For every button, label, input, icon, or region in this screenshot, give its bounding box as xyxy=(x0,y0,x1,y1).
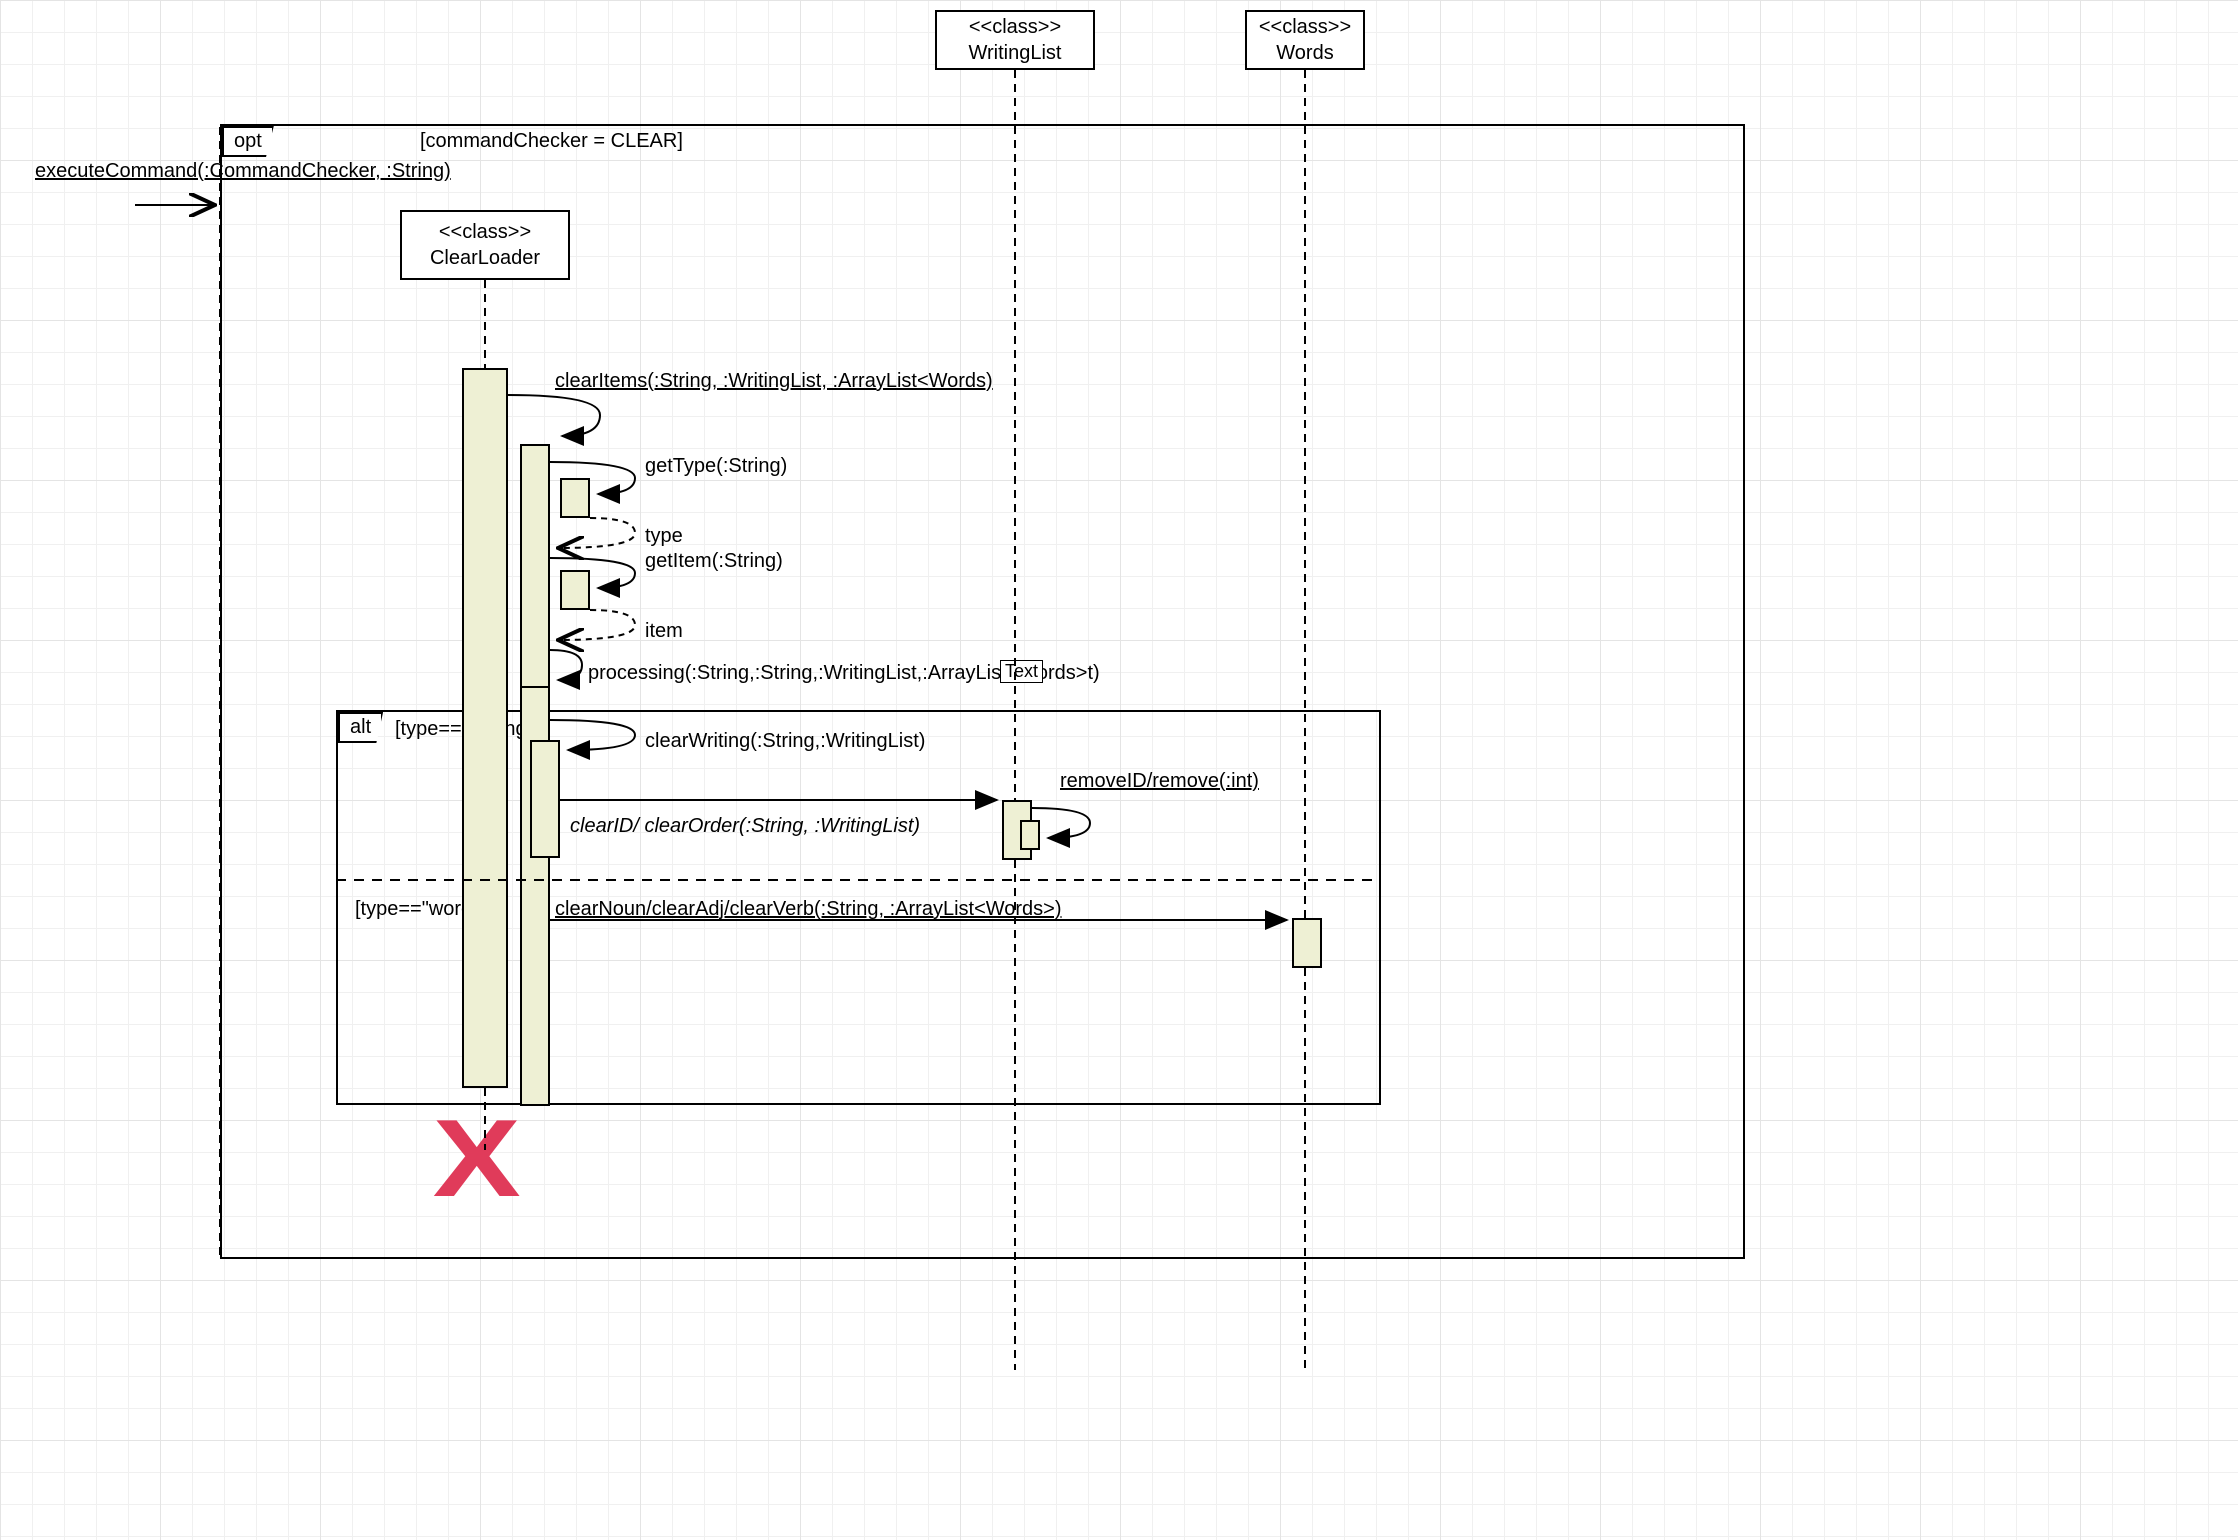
diagram-lines xyxy=(0,0,2238,1540)
